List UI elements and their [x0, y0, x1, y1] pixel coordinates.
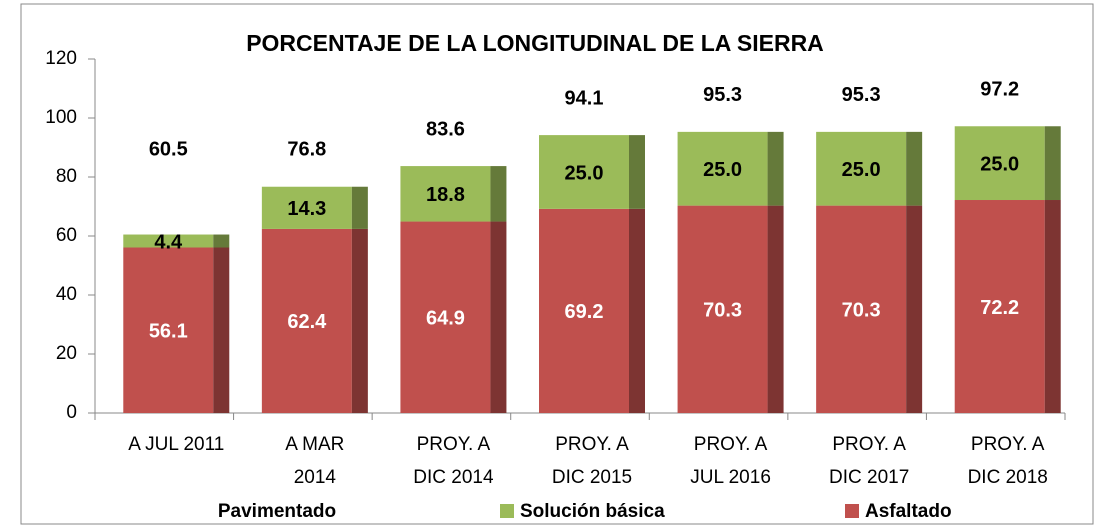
legend-swatch [500, 504, 514, 518]
y-tick-label: 0 [66, 402, 77, 423]
data-label: 62.4 [287, 311, 327, 333]
total-label: 95.3 [703, 84, 742, 106]
bar-side [629, 135, 645, 209]
chart-title: PORCENTAJE DE LA LONGITUDINAL DE LA SIER… [246, 30, 824, 56]
data-label: 18.8 [426, 184, 465, 206]
bar-segment [539, 135, 629, 209]
bar-segment [400, 221, 491, 413]
x-tick-label: DIC 2015 [552, 467, 632, 488]
bar-segment [400, 166, 491, 222]
bar-side [767, 131, 784, 206]
x-tick-label: JUL 2016 [690, 467, 771, 488]
bar-segment [816, 131, 907, 206]
bar-segment [954, 126, 1045, 201]
bar-side [490, 221, 507, 413]
bar-side [906, 131, 923, 206]
data-label: 25.0 [703, 159, 742, 181]
x-tick-label: DIC 2017 [829, 467, 909, 488]
legend-swatch [845, 504, 859, 518]
y-tick-label: 100 [45, 107, 77, 128]
total-label: 94.1 [565, 87, 604, 109]
bar-side [213, 234, 230, 248]
bar-segment [954, 200, 1045, 413]
data-label: 4.4 [154, 231, 183, 253]
bar-segment [677, 131, 768, 206]
legend-label: Solución básica [520, 501, 665, 522]
data-label: 14.3 [287, 198, 326, 220]
bar-side [767, 205, 784, 413]
bar-side [1044, 200, 1061, 413]
bar-side [906, 205, 923, 413]
bar-side [213, 247, 230, 413]
x-tick-label: PROY. A [694, 434, 768, 455]
data-label: 70.3 [842, 300, 881, 322]
bar-segment [539, 208, 629, 413]
data-label: 72.2 [980, 297, 1019, 319]
bar-segment [816, 205, 907, 413]
y-tick-label: 20 [56, 343, 77, 364]
bar-side [351, 186, 368, 229]
bar-side [629, 208, 645, 413]
x-tick-label: PROY. A [832, 434, 906, 455]
total-label: 95.3 [842, 84, 881, 106]
data-label: 70.3 [703, 300, 742, 322]
bar-segment [261, 228, 352, 413]
x-tick-label: DIC 2014 [413, 467, 494, 488]
total-label: 83.6 [426, 118, 465, 140]
bar-segment [677, 205, 768, 413]
y-tick-label: 60 [56, 225, 77, 246]
total-legend: Pavimentado [218, 501, 336, 522]
data-label: 25.0 [842, 159, 881, 181]
data-label: 25.0 [565, 162, 604, 184]
x-tick-label: DIC 2018 [968, 467, 1048, 488]
total-label: 76.8 [287, 138, 326, 160]
x-tick-label: PROY. A [417, 434, 491, 455]
y-tick-label: 40 [56, 284, 77, 305]
bar-side [351, 228, 368, 413]
legend-label: Asfaltado [865, 501, 952, 522]
data-label: 69.2 [565, 301, 604, 323]
x-tick-label: A MAR [285, 434, 344, 455]
x-tick-label: PROY. A [971, 434, 1045, 455]
total-label: 97.2 [980, 79, 1019, 101]
bar-side [1044, 126, 1061, 201]
x-tick-label: PROY. A [555, 434, 629, 455]
bar-side [490, 166, 507, 222]
data-label: 25.0 [980, 153, 1019, 175]
x-tick-label: 2014 [294, 467, 337, 488]
data-label: 56.1 [149, 321, 188, 343]
bar-segment [123, 247, 214, 413]
total-label: 60.5 [149, 138, 188, 160]
x-tick-label: A JUL 2011 [128, 434, 224, 455]
bar-segment [123, 234, 214, 248]
y-tick-label: 80 [56, 166, 77, 187]
y-tick-label: 120 [45, 48, 77, 69]
data-label: 64.9 [426, 308, 465, 330]
bar-segment [261, 186, 352, 229]
